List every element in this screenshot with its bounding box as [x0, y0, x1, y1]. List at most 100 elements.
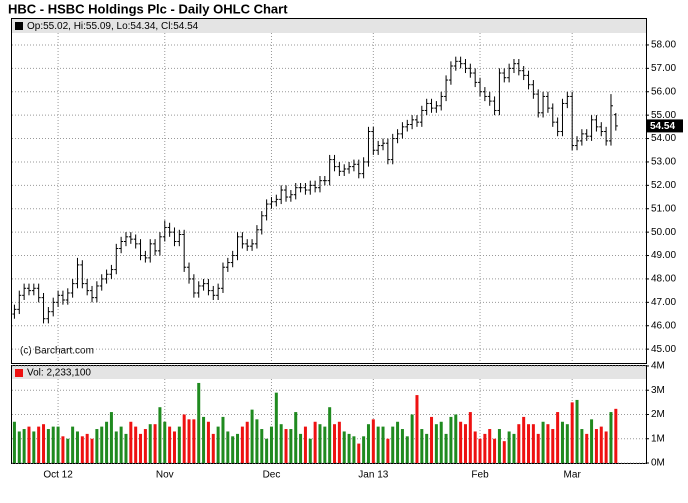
volume-bar: [231, 436, 235, 463]
volume-bar: [366, 424, 370, 463]
volume-bar: [434, 424, 438, 463]
volume-bar: [575, 399, 579, 463]
volume-bar: [420, 429, 424, 463]
volume-bar: [260, 429, 264, 463]
volume-tick-label: 4M: [651, 361, 665, 372]
volume-bar: [119, 426, 123, 463]
volume-bar: [255, 419, 259, 463]
y-tick-label: 48.00: [651, 274, 676, 285]
volume-bar: [527, 424, 531, 463]
volume-bar: [61, 436, 65, 463]
volume-bar: [303, 426, 307, 463]
volume-bar: [245, 421, 249, 463]
volume-bar: [32, 431, 36, 463]
volume-bar: [381, 426, 385, 463]
volume-bar: [139, 433, 143, 463]
volume-bar: [439, 421, 443, 463]
volume-bar: [105, 421, 109, 463]
volume-bar: [463, 424, 467, 463]
volume-bar: [609, 412, 613, 463]
volume-bar: [202, 416, 206, 463]
volume-bar: [546, 424, 550, 463]
volume-bar: [570, 402, 574, 463]
volume-bar: [352, 436, 356, 463]
volume-bar: [22, 429, 26, 463]
y-tick-label: 45.00: [651, 344, 676, 355]
volume-bar: [46, 429, 50, 463]
volume-legend-swatch: [15, 369, 23, 377]
volume-bar: [148, 424, 152, 463]
volume-bar: [42, 424, 46, 463]
volume-bar: [415, 395, 419, 463]
volume-bar: [328, 407, 332, 463]
volume-bar: [565, 424, 569, 463]
y-tick-label: 53.00: [651, 157, 676, 168]
y-tick-label: 51.00: [651, 203, 676, 214]
volume-bar: [226, 431, 230, 463]
volume-bar: [51, 426, 55, 463]
volume-bar: [371, 419, 375, 463]
volume-bar: [585, 433, 589, 463]
volume-bar: [134, 426, 138, 463]
volume-bar: [192, 419, 196, 463]
x-tick-label: Mar: [564, 470, 582, 481]
y-tick-label: 58.00: [651, 40, 676, 51]
last-price-label: 54.54: [650, 121, 675, 132]
volume-bar: [182, 414, 186, 463]
y-tick-label: 54.00: [651, 133, 676, 144]
volume-bar: [153, 424, 157, 463]
y-tick-label: 46.00: [651, 320, 676, 331]
y-tick-label: 56.00: [651, 86, 676, 97]
volume-bar: [37, 426, 41, 463]
volume-bar: [580, 429, 584, 463]
volume-bar: [265, 438, 269, 463]
volume-bar: [337, 421, 341, 463]
ohlc-legend: Op:55.02, Hi:55.09, Lo:54.34, Cl:54.54: [27, 21, 199, 32]
volume-bar: [430, 416, 434, 463]
volume-bar: [512, 433, 516, 463]
volume-tick-label: 0M: [651, 458, 665, 469]
volume-bar: [177, 426, 181, 463]
volume-bar: [517, 424, 521, 463]
volume-bar: [313, 421, 317, 463]
volume-bar: [342, 431, 346, 463]
volume-header: [12, 366, 646, 379]
volume-bar: [478, 438, 482, 463]
volume-bar: [590, 419, 594, 463]
chart-title: HBC - HSBC Holdings Plc - Daily OHLC Cha…: [8, 1, 288, 16]
volume-bar: [449, 416, 453, 463]
volume-bar: [376, 426, 380, 463]
volume-bar: [56, 426, 60, 463]
volume-bar: [269, 426, 273, 463]
volume-bar: [522, 416, 526, 463]
volume-bar: [163, 421, 167, 463]
volume-bar: [124, 433, 128, 463]
y-tick-label: 57.00: [651, 63, 676, 74]
volume-bar: [308, 438, 312, 463]
last-price-tag: [647, 119, 683, 133]
volume-tick-label: 3M: [651, 385, 665, 396]
volume-bar: [318, 424, 322, 463]
volume-bar: [396, 421, 400, 463]
volume-bar: [236, 433, 240, 463]
volume-bar: [614, 408, 618, 463]
volume-bar: [206, 421, 210, 463]
x-tick-label: Nov: [156, 470, 174, 481]
volume-bar: [594, 429, 598, 463]
volume-bar: [556, 412, 560, 463]
volume-bar: [274, 392, 278, 463]
y-tick-label: 50.00: [651, 227, 676, 238]
volume-bar: [114, 431, 118, 463]
volume-tick-label: 2M: [651, 409, 665, 420]
volume-bar: [333, 424, 337, 463]
volume-bar: [75, 431, 79, 463]
volume-bar: [425, 433, 429, 463]
volume-bar: [323, 426, 327, 463]
y-tick-label: 47.00: [651, 297, 676, 308]
volume-bar: [357, 443, 361, 463]
volume-bar: [541, 421, 545, 463]
volume-bar: [168, 426, 172, 463]
volume-tick-label: 1M: [651, 433, 665, 444]
volume-legend: Vol: 2,233,100: [27, 368, 91, 379]
